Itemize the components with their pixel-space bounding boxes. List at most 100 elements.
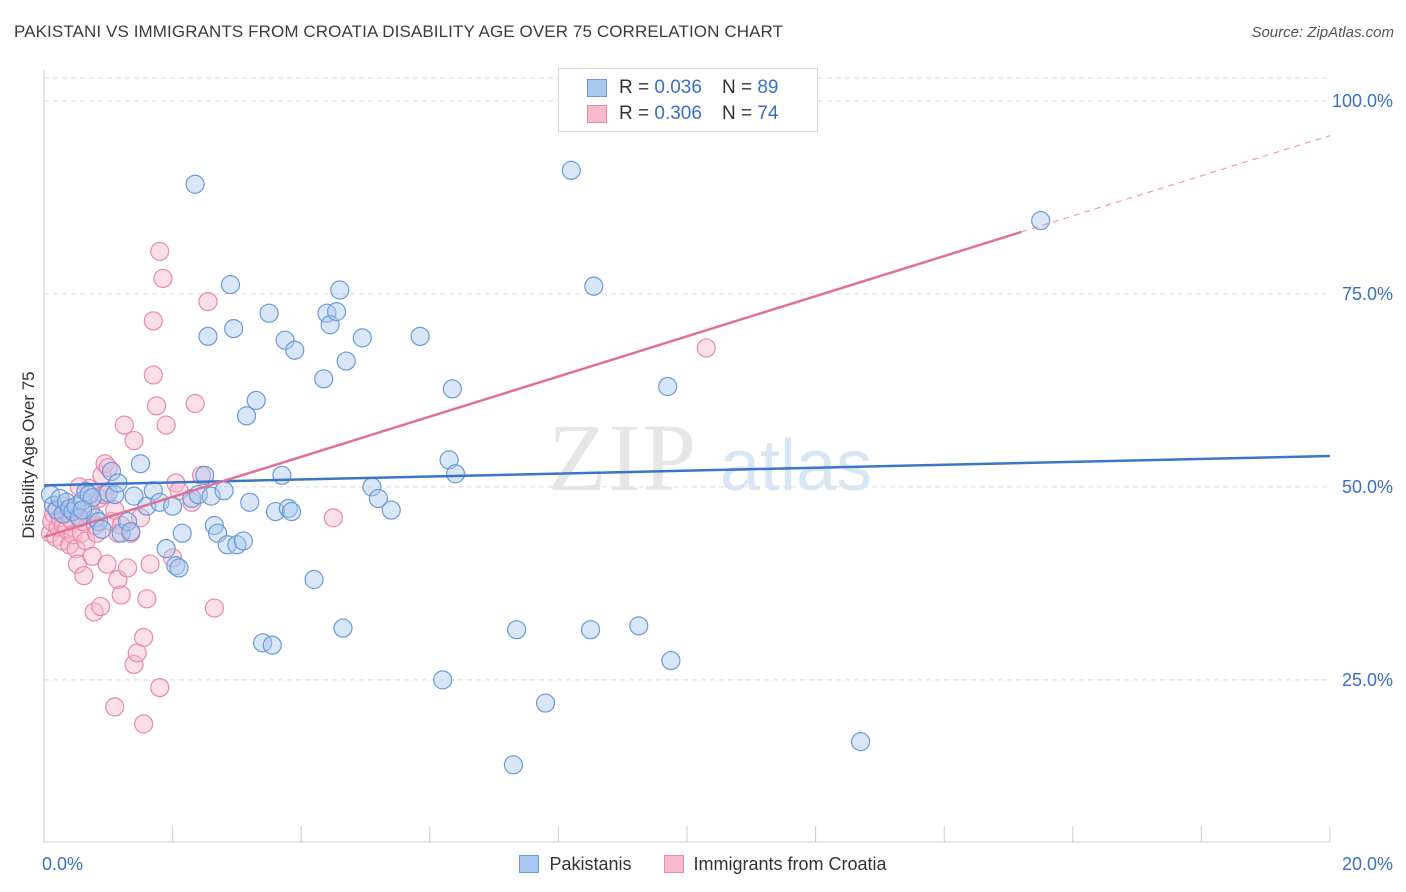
pakistanis-point [285,340,305,360]
pakistanis-point [92,519,112,539]
croatia-point [163,548,183,568]
watermark: ZIP atlas [548,404,872,511]
legend-row-pakistanis: R = 0.036 N = 89 [587,76,778,100]
pakistanis-point [198,326,218,346]
pakistanis-point [169,558,189,578]
pakistanis-point [336,351,356,371]
pakistanis-point [130,454,151,474]
pakistanis-point [217,535,237,555]
croatia-point [66,539,86,559]
pakistanis-point [204,515,224,536]
legend-r-value: 0.306 [654,103,702,124]
pakistanis-point [661,650,681,671]
croatia-point [97,554,117,574]
pakistanis-point [314,369,334,389]
croatia-point [150,241,170,262]
croatia-point [130,508,151,528]
legend-label-croatia: Immigrants from Croatia [693,853,887,874]
croatia-point [143,311,163,331]
croatia-point [185,393,205,414]
pakistanis-point [445,464,466,484]
legend-item-pakistanis[interactable]: Pakistanis [519,854,632,875]
legend-r-label: R = [619,103,650,124]
legend-item-croatia[interactable]: Immigrants from Croatia [663,853,887,875]
series-pakistanis-points [40,160,1051,775]
croatia-point [84,602,104,622]
croatia-point [82,546,102,566]
croatia-point [204,598,224,618]
legend-n-value: 89 [757,77,779,98]
series-legend: Pakistanis Immigrants from Croatia [0,852,1406,876]
pakistanis-point [561,160,581,180]
croatia-point [140,554,160,574]
series-croatia-points [40,241,716,734]
croatia-point [124,430,144,451]
tick-labels: 25.0% 50.0% 75.0% 100.0% 0.0% 20.0% [42,91,1393,874]
croatia-point [146,396,167,416]
pakistanis-point [224,319,244,339]
pakistanis-point [381,500,401,520]
y-axis-label: Disability Age Over 75 [19,371,38,538]
croatia-point [156,415,176,435]
pakistanis-point [166,556,186,576]
watermark-zip: ZIP [548,404,698,511]
croatia-trend-line [43,230,1022,539]
croatia-trend-line-projection [1021,135,1331,233]
pakistanis-point [580,620,601,640]
legend-n-label: N = [721,77,753,98]
croatia-point [67,554,88,574]
croatia-point [137,589,157,609]
pakistanis-point [851,732,871,752]
pakistanis-point [150,492,170,512]
y-tick-label: 100.0% [1332,91,1393,111]
pakistanis-point [233,531,253,551]
pakistanis-point [584,276,604,296]
pakistanis-point [278,498,298,519]
pakistanis-point [330,280,350,300]
pakistanis-point [185,174,205,194]
legend-swatch-blue [587,79,607,97]
croatia-point [134,714,154,734]
pakistanis-point [629,616,649,636]
source-label: Source: ZipAtlas.com [1251,24,1394,41]
pakistanis-point [433,670,453,690]
pakistanis-point [275,330,295,350]
pakistanis-point [352,328,372,348]
croatia-point [198,292,218,312]
pakistanis-point [259,303,279,323]
pakistanis-point [72,500,93,520]
croatia-point [111,585,131,605]
pakistanis-point [1031,210,1051,231]
pakistanis-point [101,461,122,482]
croatia-point [124,654,144,675]
pakistanis-point [535,693,556,713]
legend-r-value: 0.036 [654,77,702,98]
legend-row-croatia: R = 0.306 N = 74 [587,102,778,126]
x-tick-label: 0.0% [42,854,83,874]
croatia-point [134,627,154,648]
grid-lines [44,77,1330,681]
pakistanis-point [658,376,678,397]
croatia-point [143,365,163,385]
y-tick-label: 75.0% [1342,284,1393,304]
axes [43,70,1331,843]
pakistanis-point [326,302,347,322]
pakistanis-point [507,620,527,640]
pakistanis-point [262,635,282,655]
pakistanis-point [236,406,257,426]
croatia-point [90,596,111,617]
legend-swatch-pink [587,105,607,123]
correlation-legend: R = 0.036 N = 89 R = 0.306 N = 74 [558,68,818,132]
croatia-point [696,338,716,358]
pakistanis-point [246,390,266,411]
pakistanis-point [281,501,302,522]
pakistanis-point [333,618,353,638]
legend-n-label: N = [721,103,753,124]
pakistanis-point [172,523,192,543]
legend-r-label: R = [619,77,650,98]
pakistanis-point [195,465,215,485]
croatia-point [105,697,125,717]
pakistanis-point [220,275,241,295]
pakistanis-point [368,488,388,509]
